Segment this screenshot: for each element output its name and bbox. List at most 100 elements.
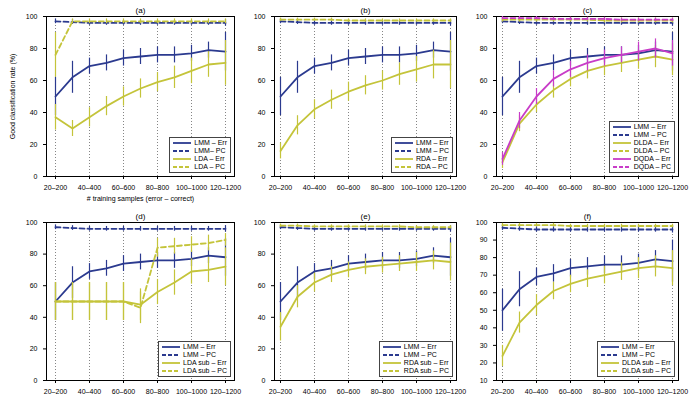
svg-text:100: 100 xyxy=(254,219,266,226)
svg-text:80–800: 80–800 xyxy=(146,184,169,191)
svg-text:20–200: 20–200 xyxy=(269,388,292,395)
svg-text:80–800: 80–800 xyxy=(593,388,616,395)
svg-text:100–1000: 100–1000 xyxy=(176,184,207,191)
svg-text:120–1200: 120–1200 xyxy=(210,184,241,191)
svg-text:80: 80 xyxy=(258,45,266,52)
svg-text:60–600: 60–600 xyxy=(337,184,360,191)
svg-text:100–1000: 100–1000 xyxy=(623,388,654,395)
svg-text:80: 80 xyxy=(480,45,488,52)
svg-text:60: 60 xyxy=(258,282,266,289)
svg-text:80: 80 xyxy=(480,254,488,261)
svg-text:80–800: 80–800 xyxy=(371,184,394,191)
svg-text:(d): (d) xyxy=(136,212,146,221)
svg-text:120–1200: 120–1200 xyxy=(435,388,466,395)
html-text:LMM– PC: LMM– PC xyxy=(194,147,226,154)
svg-text:100: 100 xyxy=(476,219,488,226)
svg-text:40–400: 40–400 xyxy=(303,388,326,395)
svg-text:40: 40 xyxy=(258,314,266,321)
svg-text:60–600: 60–600 xyxy=(112,388,135,395)
svg-text:100–1000: 100–1000 xyxy=(401,184,432,191)
svg-text:40–400: 40–400 xyxy=(78,388,101,395)
svg-text:(a): (a) xyxy=(136,6,146,15)
svg-text:60–600: 60–600 xyxy=(559,388,582,395)
svg-text:0: 0 xyxy=(262,173,266,180)
html-text:LMM – PC: LMM – PC xyxy=(415,147,449,154)
svg-text:20: 20 xyxy=(258,345,266,352)
html-text:LDA – Err: LDA – Err xyxy=(194,155,225,162)
html-text:DQDA – Err: DQDA – Err xyxy=(633,155,671,162)
svg-text:(e): (e) xyxy=(361,212,371,221)
html-text:LMM – Err: LMM – Err xyxy=(415,139,449,146)
svg-text:100: 100 xyxy=(476,13,488,20)
svg-text:30: 30 xyxy=(480,342,488,349)
svg-text:80: 80 xyxy=(258,250,266,257)
svg-text:40: 40 xyxy=(480,324,488,331)
svg-text:20–200: 20–200 xyxy=(491,184,514,191)
svg-text:100–1000: 100–1000 xyxy=(401,388,432,395)
svg-text:100–1000: 100–1000 xyxy=(176,388,207,395)
svg-text:20–200: 20–200 xyxy=(491,388,514,395)
svg-text:60–600: 60–600 xyxy=(337,388,360,395)
svg-text:20: 20 xyxy=(258,141,266,148)
html-text:LMM – Err: LMM – Err xyxy=(633,123,667,130)
svg-text:100–1000: 100–1000 xyxy=(623,184,654,191)
html-text:LMM – PC: LMM – PC xyxy=(633,131,667,138)
svg-text:20–200: 20–200 xyxy=(44,184,67,191)
svg-text:10: 10 xyxy=(480,377,488,384)
html-text:RDA – Err: RDA – Err xyxy=(415,155,448,162)
svg-text:# training samples (error – co: # training samples (error – correct) xyxy=(87,195,194,203)
svg-text:60: 60 xyxy=(480,77,488,84)
svg-text:120–1200: 120–1200 xyxy=(210,388,241,395)
svg-text:0: 0 xyxy=(262,377,266,384)
html-text:RDA – PC: RDA – PC xyxy=(415,163,448,170)
html-text:DLDA – PC: DLDA – PC xyxy=(633,147,670,154)
html-text:DQDA – PC: DQDA – PC xyxy=(633,163,671,170)
svg-text:0: 0 xyxy=(34,377,38,384)
svg-text:40: 40 xyxy=(30,314,38,321)
svg-text:Good classification rate (%): Good classification rate (%) xyxy=(9,54,17,140)
html-text:LDA – PC: LDA – PC xyxy=(194,163,226,170)
svg-text:60–600: 60–600 xyxy=(112,184,135,191)
html-text:DLDA – Err: DLDA – Err xyxy=(633,139,669,146)
svg-text:80–800: 80–800 xyxy=(146,388,169,395)
svg-text:20–200: 20–200 xyxy=(269,184,292,191)
svg-text:70: 70 xyxy=(480,271,488,278)
svg-text:40: 40 xyxy=(480,109,488,116)
svg-text:80: 80 xyxy=(30,250,38,257)
svg-text:60: 60 xyxy=(30,77,38,84)
html-text:LMM – PC: LMM – PC xyxy=(183,351,217,358)
svg-text:20: 20 xyxy=(30,141,38,148)
svg-text:40–400: 40–400 xyxy=(78,184,101,191)
svg-text:40–400: 40–400 xyxy=(303,184,326,191)
svg-text:20: 20 xyxy=(480,141,488,148)
svg-text:40–400: 40–400 xyxy=(525,388,548,395)
svg-text:100: 100 xyxy=(26,219,38,226)
svg-text:80–800: 80–800 xyxy=(371,388,394,395)
html-text:LMM – Err: LMM – Err xyxy=(194,139,227,146)
svg-text:40: 40 xyxy=(258,109,266,116)
svg-text:20–200: 20–200 xyxy=(44,388,67,395)
svg-text:80: 80 xyxy=(30,45,38,52)
svg-text:20: 20 xyxy=(30,345,38,352)
svg-text:40–400: 40–400 xyxy=(525,184,548,191)
svg-text:(c): (c) xyxy=(583,6,593,15)
svg-text:20: 20 xyxy=(480,359,488,366)
svg-text:0: 0 xyxy=(34,173,38,180)
svg-text:0: 0 xyxy=(484,173,488,180)
html-text:LMM – Err: LMM – Err xyxy=(183,343,216,350)
svg-text:90: 90 xyxy=(480,236,488,243)
svg-text:80–800: 80–800 xyxy=(593,184,616,191)
svg-text:50: 50 xyxy=(480,307,488,314)
svg-text:60: 60 xyxy=(30,282,38,289)
svg-text:100: 100 xyxy=(26,13,38,20)
svg-text:(b): (b) xyxy=(361,6,371,15)
svg-text:120–1200: 120–1200 xyxy=(657,184,688,191)
svg-text:120–1200: 120–1200 xyxy=(657,388,688,395)
svg-text:60–600: 60–600 xyxy=(559,184,582,191)
svg-text:60: 60 xyxy=(480,289,488,296)
svg-text:100: 100 xyxy=(254,13,266,20)
svg-text:(f): (f) xyxy=(584,212,592,221)
svg-text:60: 60 xyxy=(258,77,266,84)
svg-text:120–1200: 120–1200 xyxy=(435,184,466,191)
svg-text:40: 40 xyxy=(30,109,38,116)
